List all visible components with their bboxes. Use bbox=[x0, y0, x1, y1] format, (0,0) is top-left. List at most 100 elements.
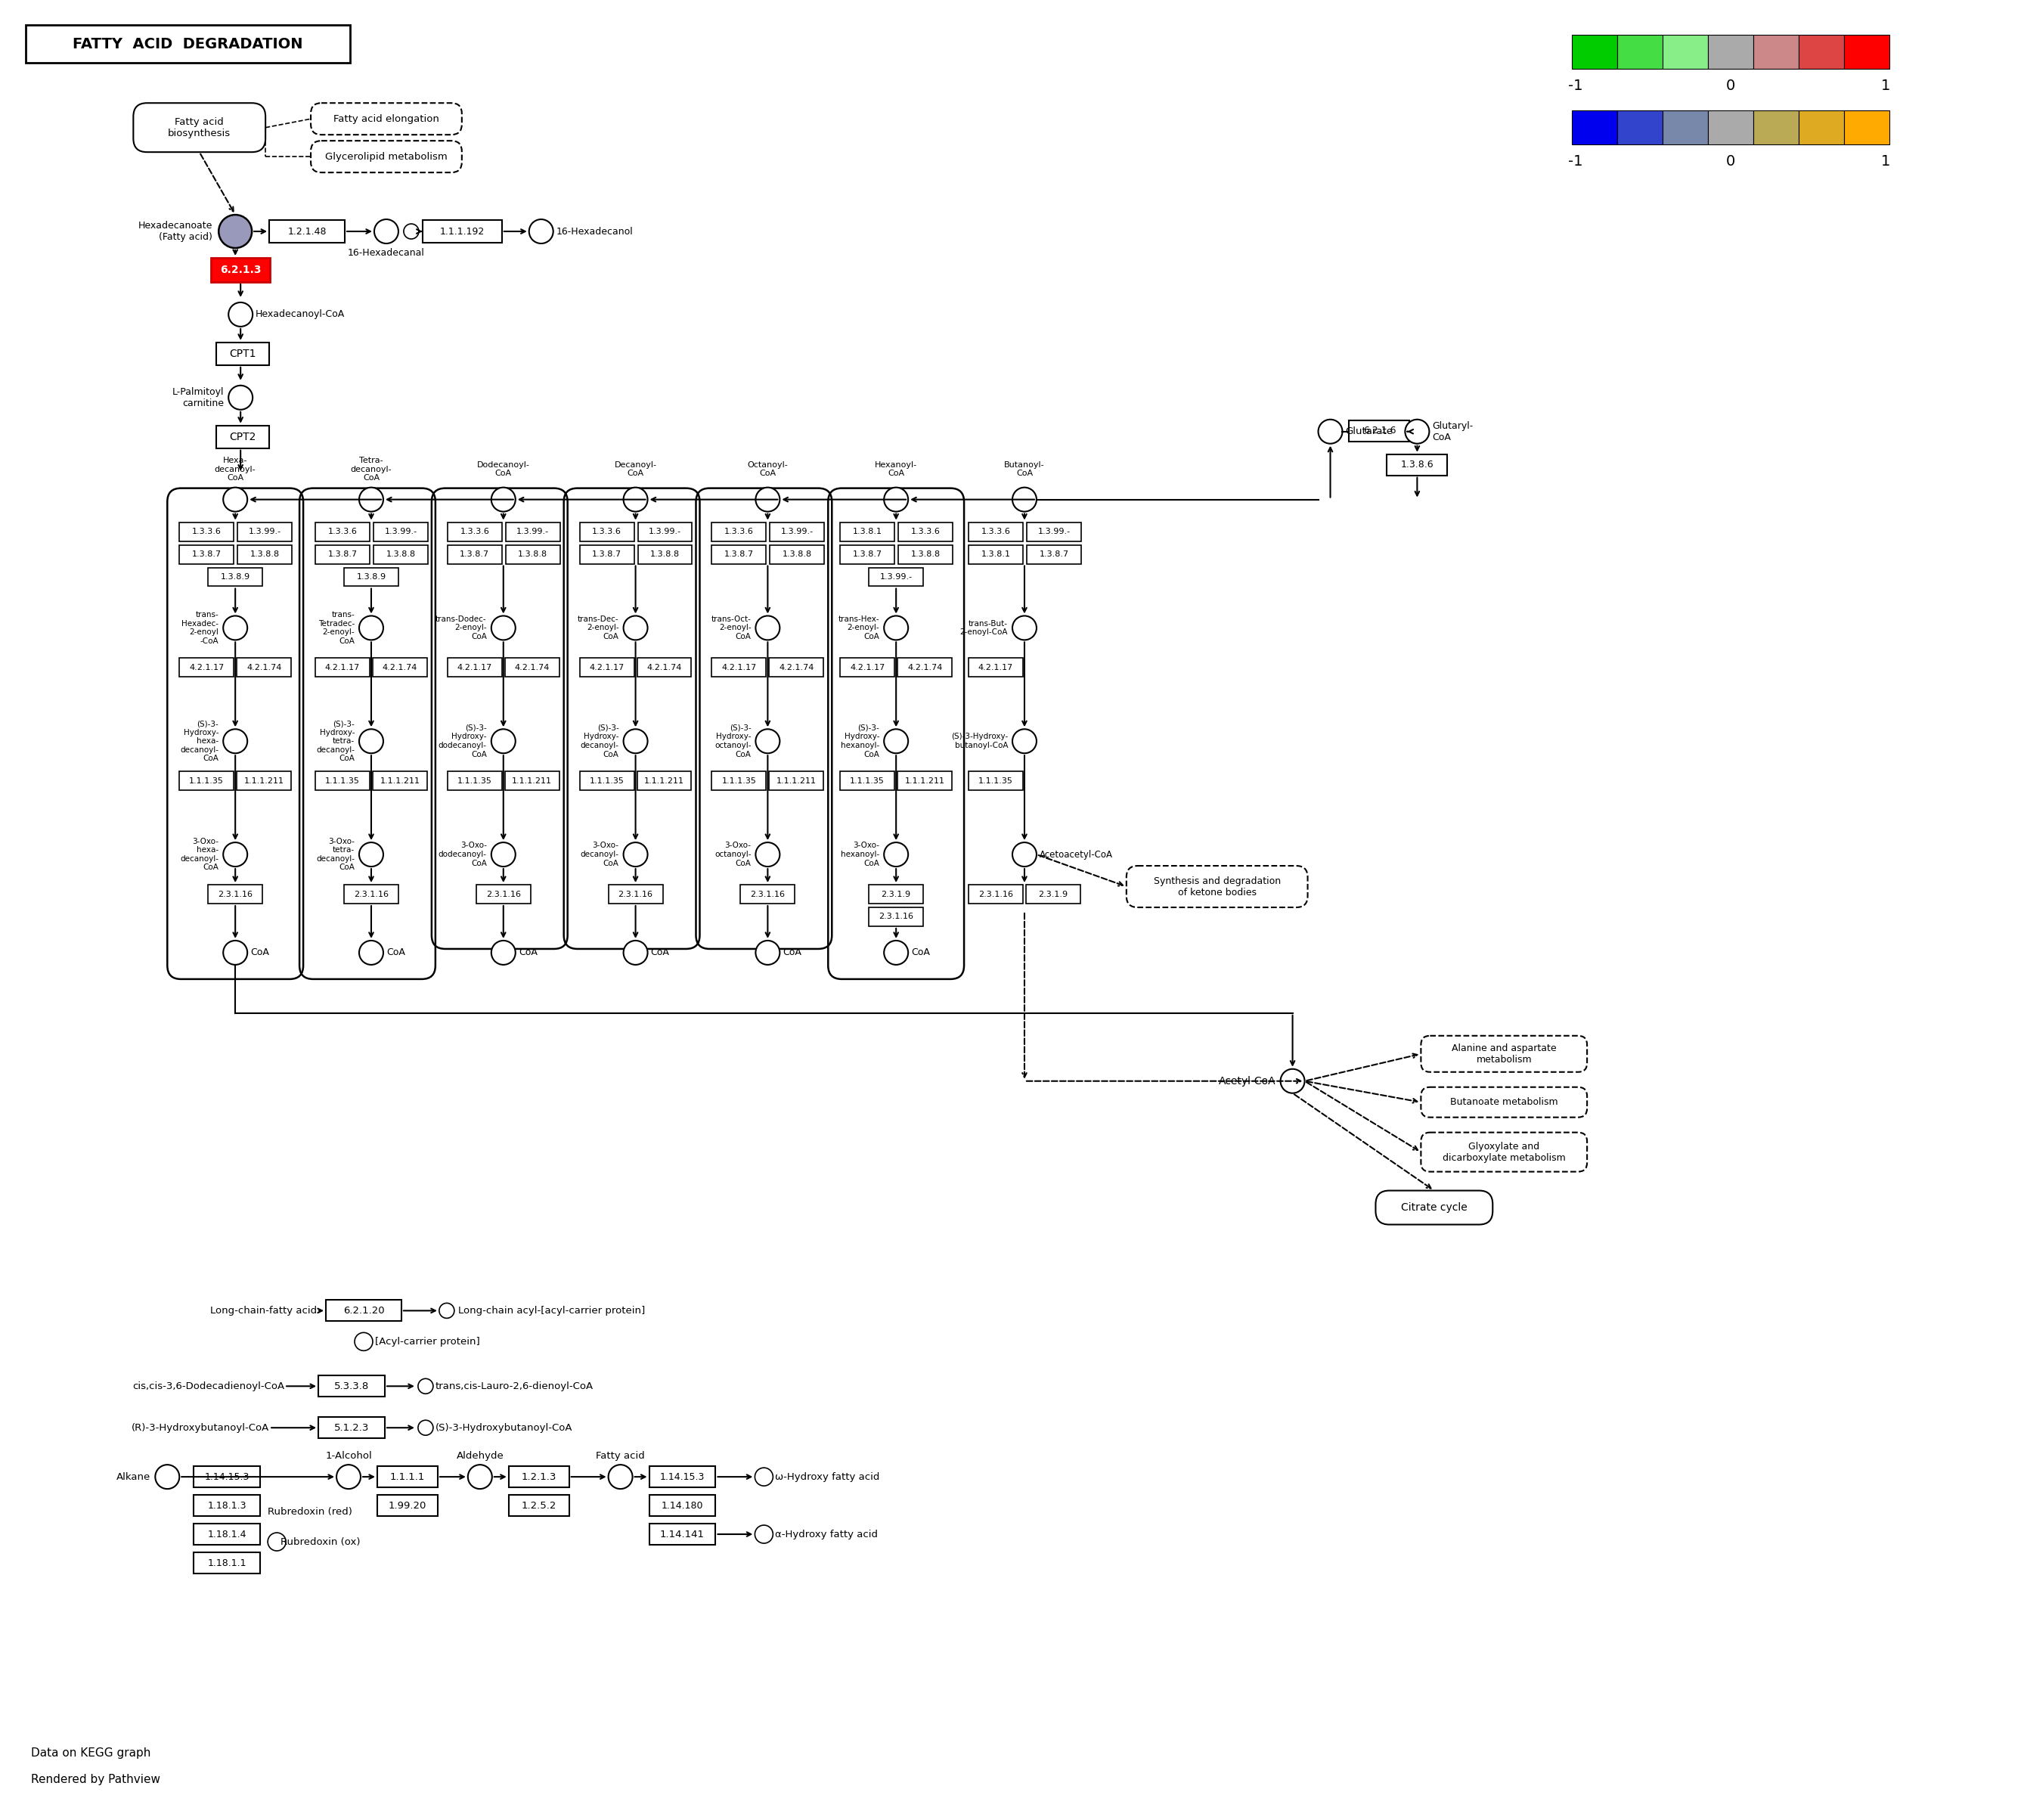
Text: Long-chain-fatty acid: Long-chain-fatty acid bbox=[210, 1305, 318, 1316]
Bar bbox=[217, 342, 269, 366]
Bar bbox=[638, 544, 692, 564]
Text: 1.3.8.6: 1.3.8.6 bbox=[1401, 460, 1433, 470]
Bar bbox=[237, 659, 291, 677]
Bar bbox=[316, 659, 370, 677]
Text: 2.3.1.16: 2.3.1.16 bbox=[978, 890, 1014, 897]
Text: Tetra-
decanoyl-
CoA: Tetra- decanoyl- CoA bbox=[350, 457, 393, 482]
Bar bbox=[1708, 35, 1753, 69]
Text: (S)-3-
Hydroxy-
tetra-
decanoyl-
CoA: (S)-3- Hydroxy- tetra- decanoyl- CoA bbox=[316, 721, 354, 763]
Text: 3-Oxo-
hexa-
decanoyl-
CoA: 3-Oxo- hexa- decanoyl- CoA bbox=[180, 837, 219, 872]
Text: CPT2: CPT2 bbox=[229, 431, 257, 442]
Text: trans,cis-Lauro-2,6-dienoyl-CoA: trans,cis-Lauro-2,6-dienoyl-CoA bbox=[435, 1381, 593, 1390]
Circle shape bbox=[492, 730, 516, 753]
Bar bbox=[194, 1552, 261, 1574]
FancyBboxPatch shape bbox=[312, 104, 461, 135]
Text: 3-Oxo-
octanoyl-
CoA: 3-Oxo- octanoyl- CoA bbox=[714, 843, 751, 866]
Text: 1: 1 bbox=[1880, 155, 1890, 169]
Circle shape bbox=[755, 730, 779, 753]
Bar bbox=[180, 659, 233, 677]
Bar bbox=[508, 1494, 569, 1516]
Bar bbox=[638, 522, 692, 541]
Bar bbox=[504, 772, 559, 790]
Bar bbox=[180, 522, 233, 541]
Bar bbox=[712, 659, 767, 677]
Text: 1.3.8.7: 1.3.8.7 bbox=[459, 550, 490, 559]
Text: 1.1.1.35: 1.1.1.35 bbox=[850, 777, 884, 784]
Bar bbox=[1799, 35, 1844, 69]
Bar bbox=[868, 568, 923, 586]
Bar bbox=[579, 522, 634, 541]
Circle shape bbox=[623, 730, 648, 753]
Bar bbox=[447, 544, 502, 564]
Bar bbox=[969, 772, 1022, 790]
Text: 2.3.1.16: 2.3.1.16 bbox=[751, 890, 785, 897]
Bar bbox=[344, 885, 399, 903]
Text: 1.3.8.8: 1.3.8.8 bbox=[650, 550, 680, 559]
Text: 1.3.8.8: 1.3.8.8 bbox=[783, 550, 812, 559]
Text: Butanoyl-
CoA: Butanoyl- CoA bbox=[1004, 460, 1044, 477]
Bar bbox=[376, 1467, 437, 1487]
Text: 16-Hexadecanal: 16-Hexadecanal bbox=[348, 248, 425, 257]
Text: Alanine and aspartate
metabolism: Alanine and aspartate metabolism bbox=[1451, 1043, 1556, 1065]
Text: 3-Oxo-
hexanoyl-
CoA: 3-Oxo- hexanoyl- CoA bbox=[840, 843, 880, 866]
Bar bbox=[208, 885, 263, 903]
Bar bbox=[506, 544, 561, 564]
Text: CoA: CoA bbox=[251, 948, 269, 957]
Text: 1.1.1.35: 1.1.1.35 bbox=[457, 777, 492, 784]
Bar bbox=[26, 25, 350, 64]
Text: 4.2.1.17: 4.2.1.17 bbox=[850, 664, 884, 672]
Bar bbox=[609, 885, 662, 903]
Text: 1.1.1.211: 1.1.1.211 bbox=[777, 777, 816, 784]
Text: Decanoyl-
CoA: Decanoyl- CoA bbox=[615, 460, 656, 477]
Text: 1.3.8.1: 1.3.8.1 bbox=[852, 528, 882, 535]
Bar bbox=[638, 659, 692, 677]
Text: (S)-3-
Hydroxy-
dodecanoyl-
CoA: (S)-3- Hydroxy- dodecanoyl- CoA bbox=[439, 724, 486, 759]
Circle shape bbox=[492, 843, 516, 866]
Text: 1.14.15.3: 1.14.15.3 bbox=[204, 1472, 249, 1481]
Text: CoA: CoA bbox=[518, 948, 536, 957]
Bar bbox=[1844, 35, 1888, 69]
Text: 1.3.8.9: 1.3.8.9 bbox=[356, 573, 387, 581]
Bar bbox=[318, 1418, 385, 1438]
Bar bbox=[344, 568, 399, 586]
FancyBboxPatch shape bbox=[1421, 1132, 1587, 1172]
Bar bbox=[1026, 885, 1081, 903]
Text: Glycerolipid metabolism: Glycerolipid metabolism bbox=[326, 151, 447, 162]
Text: 4.2.1.74: 4.2.1.74 bbox=[648, 664, 682, 672]
Circle shape bbox=[755, 941, 779, 965]
Bar bbox=[1844, 111, 1888, 144]
Text: 6.2.1.6: 6.2.1.6 bbox=[1362, 426, 1397, 435]
Circle shape bbox=[1405, 419, 1429, 444]
Circle shape bbox=[439, 1303, 453, 1318]
Bar bbox=[1662, 35, 1708, 69]
Text: 1.1.1.211: 1.1.1.211 bbox=[245, 777, 283, 784]
Text: trans-Hex-
2-enoyl-
CoA: trans-Hex- 2-enoyl- CoA bbox=[838, 615, 880, 641]
Bar bbox=[269, 220, 344, 242]
Text: 1.3.99.-: 1.3.99.- bbox=[880, 573, 913, 581]
Bar bbox=[1799, 111, 1844, 144]
Circle shape bbox=[755, 843, 779, 866]
Bar bbox=[1026, 522, 1081, 541]
Circle shape bbox=[1318, 419, 1342, 444]
Text: 1.1.1.35: 1.1.1.35 bbox=[589, 777, 623, 784]
Text: 4.2.1.17: 4.2.1.17 bbox=[188, 664, 225, 672]
Circle shape bbox=[1012, 615, 1036, 641]
Text: Hexanoyl-
CoA: Hexanoyl- CoA bbox=[874, 460, 917, 477]
Circle shape bbox=[219, 215, 251, 248]
Text: Fatty acid: Fatty acid bbox=[595, 1451, 646, 1461]
Bar bbox=[423, 220, 502, 242]
Text: 1-Alcohol: 1-Alcohol bbox=[326, 1451, 372, 1461]
Text: 0: 0 bbox=[1726, 78, 1735, 93]
Circle shape bbox=[358, 941, 383, 965]
Text: 1.1.1.35: 1.1.1.35 bbox=[723, 777, 757, 784]
Circle shape bbox=[492, 615, 516, 641]
Circle shape bbox=[1012, 843, 1036, 866]
Text: 1.1.1.211: 1.1.1.211 bbox=[381, 777, 419, 784]
Text: 1.3.8.8: 1.3.8.8 bbox=[518, 550, 549, 559]
Bar bbox=[897, 659, 951, 677]
Bar bbox=[208, 568, 263, 586]
Text: 1.1.1.35: 1.1.1.35 bbox=[326, 777, 360, 784]
Text: 6.2.1.3: 6.2.1.3 bbox=[221, 264, 261, 275]
Circle shape bbox=[623, 488, 648, 511]
Bar bbox=[1573, 35, 1617, 69]
